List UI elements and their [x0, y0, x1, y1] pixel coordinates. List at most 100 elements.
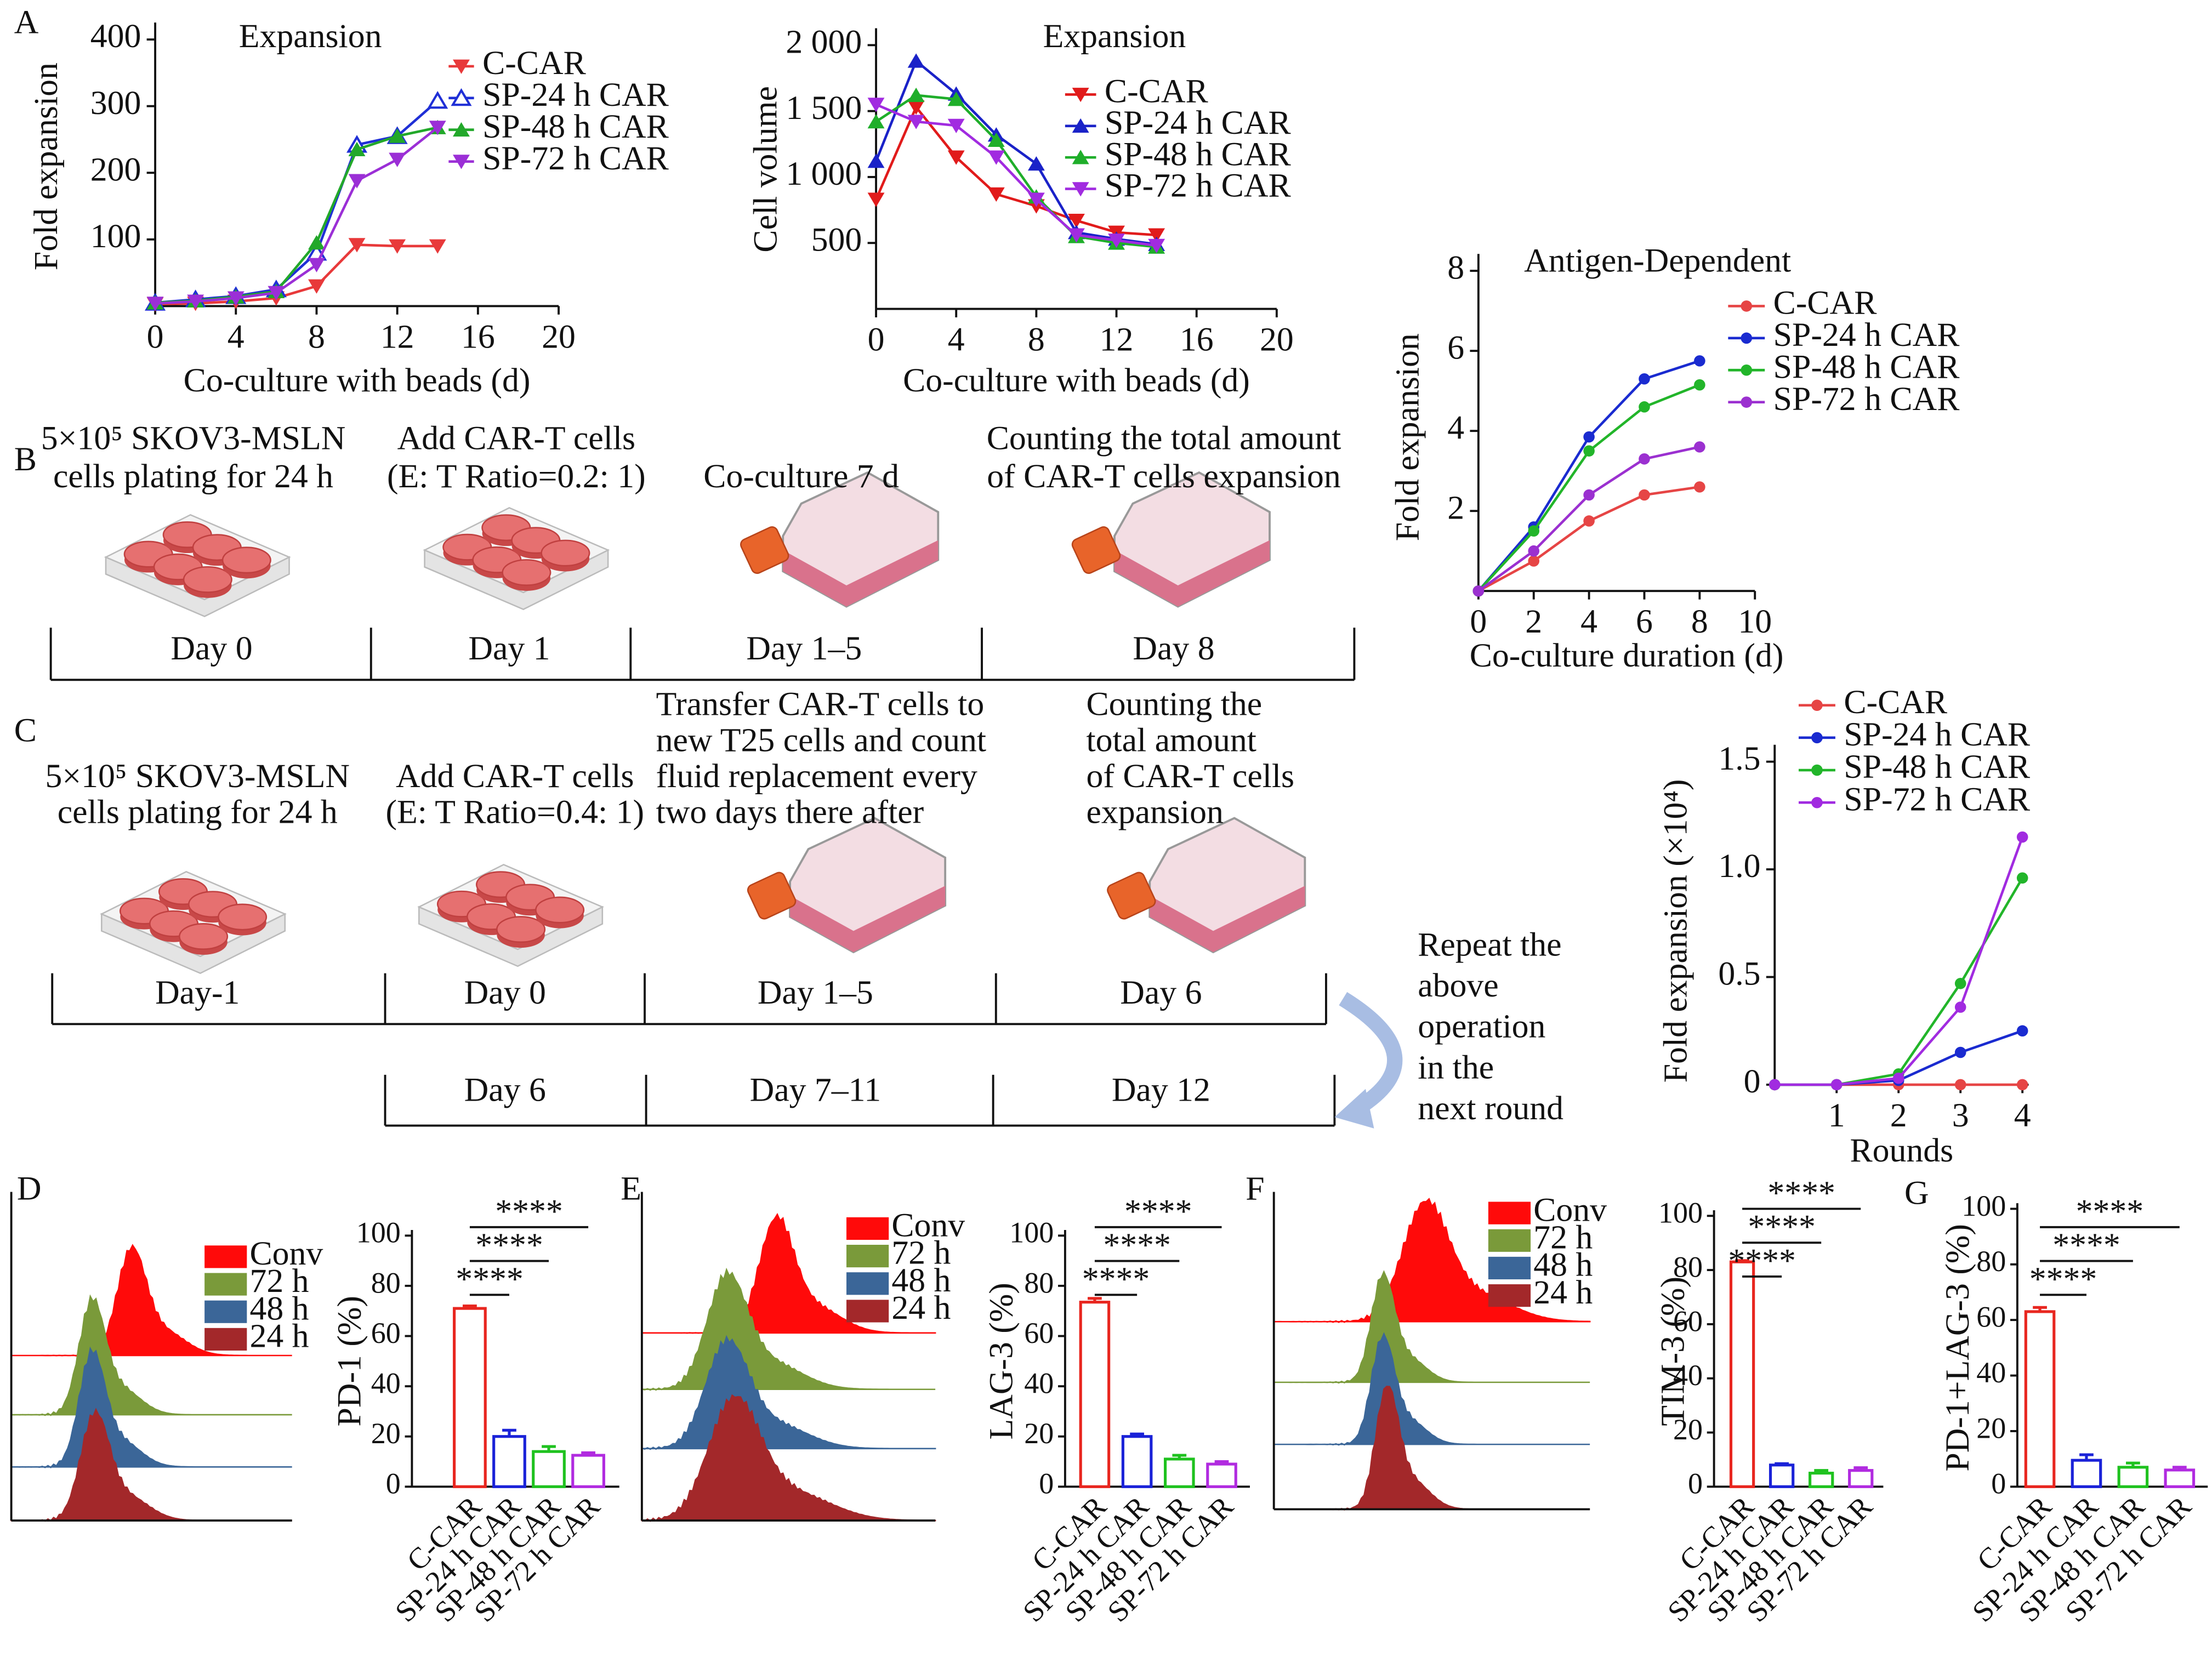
data-point: [308, 258, 325, 272]
data-point: [429, 239, 446, 254]
data-point: [1954, 1079, 1966, 1091]
y-tick-label: 80: [1976, 1245, 2006, 1278]
data-point: [1528, 525, 1540, 537]
x-tick-label: 1: [1828, 1097, 1845, 1134]
bar: [1729, 1260, 1755, 1488]
legend-label: Conv: [891, 1207, 965, 1244]
data-point: [1954, 1046, 1966, 1058]
repeat-text: in the: [1418, 1049, 1494, 1086]
legend-swatch: [846, 1217, 889, 1240]
x-tick-label: 8: [1028, 321, 1045, 358]
bar: [2024, 1310, 2056, 1488]
legend-label: Conv: [249, 1235, 323, 1272]
flask-medium: [1114, 540, 1270, 607]
legend-marker: [1741, 300, 1753, 312]
histogram-trace: [641, 1335, 936, 1450]
y-tick-label: 80: [1024, 1266, 1054, 1299]
x-tick-label: 12: [380, 318, 414, 355]
step-text: 5×10⁵ SKOV3-MSLN: [45, 758, 350, 795]
y-tick-label: 0: [386, 1467, 401, 1500]
bar: [1809, 1472, 1834, 1488]
data-point: [389, 239, 406, 254]
error-bar: [1775, 1462, 1789, 1465]
y-tick-label: 100: [1009, 1216, 1054, 1249]
y-tick-label: 60: [1024, 1317, 1054, 1349]
bar: [2117, 1466, 2149, 1488]
y-axis-label: LAG-3 (%): [982, 1283, 1020, 1439]
data-point: [1583, 489, 1595, 501]
x-tick-label: 2: [1890, 1097, 1907, 1134]
bar: [1848, 1469, 1874, 1488]
y-tick-label: 100: [1961, 1189, 2006, 1222]
y-tick-label: 80: [371, 1266, 401, 1299]
data-point: [987, 132, 1005, 147]
significance-label: ****: [1748, 1208, 1815, 1245]
data-point: [348, 238, 366, 253]
step-text: (E: T Ratio=0.2: 1): [387, 458, 646, 495]
bar: [2071, 1459, 2102, 1488]
error-bar: [502, 1428, 516, 1437]
data-point: [146, 297, 164, 311]
plate-well-top: [541, 539, 590, 567]
data-point: [1830, 1079, 1843, 1091]
x-tick-label: 2: [1525, 603, 1542, 640]
legend-swatch: [1488, 1201, 1531, 1225]
data-point: [987, 150, 1005, 165]
day-label: Day 12: [1112, 1072, 1210, 1109]
y-tick-label: 40: [1024, 1367, 1054, 1400]
data-point: [1027, 192, 1045, 207]
repeat-text: above: [1418, 967, 1498, 1004]
legend-label: SP-72 h CAR: [1773, 380, 1960, 418]
error-bar: [1853, 1466, 1868, 1471]
flask-medium: [790, 886, 946, 953]
data-point: [867, 153, 885, 168]
x-tick-label: 0: [147, 318, 164, 355]
legend-label: SP-72 h CAR: [482, 140, 669, 177]
data-point: [1027, 156, 1045, 171]
repeat-text: operation: [1418, 1008, 1545, 1045]
error-bar: [2033, 1306, 2047, 1312]
data-point: [987, 187, 1005, 202]
legend-swatch: [846, 1272, 889, 1295]
y-tick-label: 100: [356, 1216, 401, 1249]
x-tick-label: 20: [1260, 321, 1294, 358]
y-tick-label: 60: [1976, 1301, 2006, 1334]
data-point: [867, 98, 885, 112]
legend-marker: [1072, 118, 1089, 133]
data-point: [1639, 489, 1650, 501]
significance-label: ****: [1103, 1227, 1170, 1264]
bar: [1206, 1462, 1237, 1488]
y-tick-label: 60: [1673, 1305, 1703, 1337]
repeat-arrowhead: [1334, 1089, 1374, 1129]
y-tick-label: 40: [1673, 1359, 1703, 1392]
data-point: [867, 114, 885, 129]
x-tick-label: 12: [1100, 321, 1134, 358]
bar: [492, 1435, 526, 1488]
plate-well-top: [535, 896, 585, 924]
day-label: Day 6: [464, 1072, 546, 1109]
step-text: Co-culture 7 d: [703, 458, 899, 495]
day-label: Day 1–5: [758, 974, 873, 1011]
data-point: [947, 92, 965, 106]
step-text: 5×10⁵ SKOV3-MSLN: [41, 420, 346, 457]
legend-label: 24 h: [891, 1289, 951, 1326]
legend-label: SP-48 h CAR: [1773, 348, 1960, 385]
series-line: [875, 103, 1157, 247]
y-axis-label: PD-1+LAG-3 (%): [1939, 1224, 1976, 1472]
y-tick-label: 4: [1447, 409, 1464, 446]
data-point: [1954, 1001, 1966, 1013]
flask-medium: [783, 540, 939, 607]
x-tick-label: 16: [1180, 321, 1214, 358]
step-text: cells plating for 24 h: [58, 794, 338, 831]
y-tick-label: 60: [371, 1317, 401, 1349]
y-tick-label: 40: [1976, 1356, 2006, 1389]
error-bar: [1172, 1454, 1187, 1459]
legend-marker: [1072, 182, 1089, 197]
y-tick-label: 0: [1688, 1467, 1703, 1500]
legend-swatch: [1488, 1256, 1531, 1280]
step-text: total amount: [1086, 721, 1256, 759]
plate-well-top: [179, 923, 229, 950]
flask-cap: [747, 872, 797, 920]
